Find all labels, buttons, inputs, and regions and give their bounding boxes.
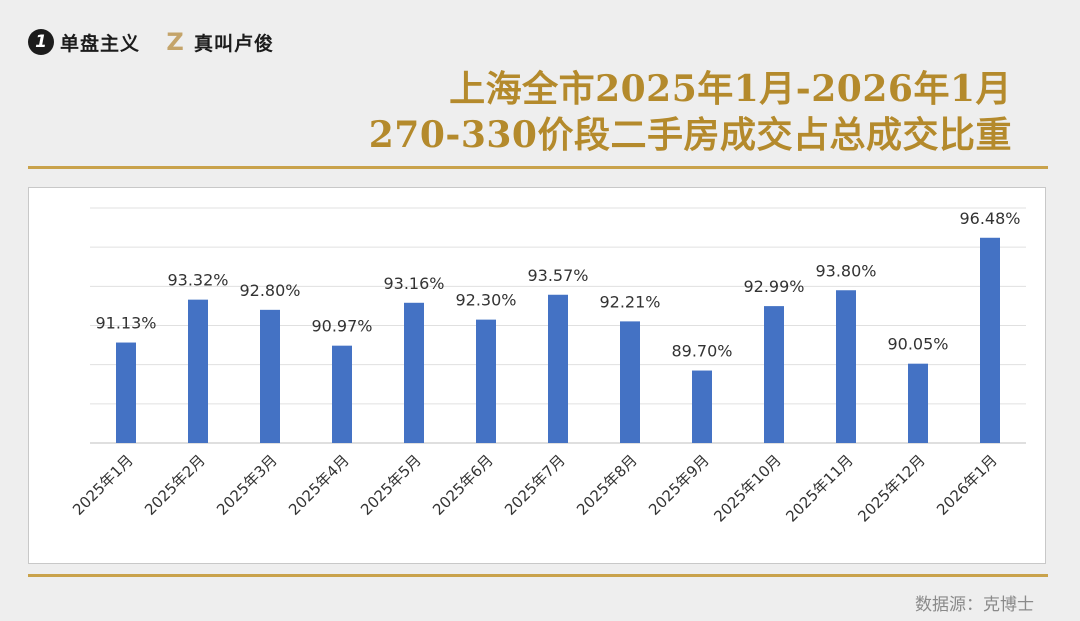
- data-label: 91.13%: [95, 314, 156, 333]
- x-tick-label: 2025年12月: [854, 451, 928, 525]
- data-label: 90.05%: [887, 335, 948, 354]
- chart-title-line-1: 上海全市2025年1月-2026年1月: [449, 68, 1012, 110]
- top-divider: [28, 166, 1048, 169]
- chart-title-line-2: 270-330价段二手房成交占总成交比重: [368, 114, 1012, 156]
- bar: [836, 290, 856, 443]
- bar: [476, 319, 496, 443]
- x-tick-label: 2026年1月: [933, 451, 1001, 519]
- data-label: 90.97%: [311, 317, 372, 336]
- data-label: 92.99%: [743, 277, 804, 296]
- bar: [980, 237, 1000, 443]
- bar: [548, 294, 568, 443]
- bar: [260, 309, 280, 443]
- chart-container: 91.13% 2025年1月 93.32% 2025年2月 92.80% 2025年3月 9…: [28, 187, 1046, 564]
- data-label: 92.80%: [239, 281, 300, 300]
- data-label: 93.57%: [527, 266, 588, 285]
- chart-title: 上海全市2025年1月-2026年1月 270-330价段二手房成交占总成交比重: [369, 66, 1012, 158]
- data-label: 92.30%: [455, 291, 516, 310]
- bar: [620, 321, 640, 443]
- x-tick-label: 2025年6月: [429, 451, 497, 519]
- x-tick-label: 2025年11月: [782, 451, 856, 525]
- bar: [692, 370, 712, 443]
- x-tick-label: 2025年1月: [69, 451, 137, 519]
- number-one-logo-icon: 1: [28, 29, 54, 55]
- data-label: 93.16%: [383, 274, 444, 293]
- bar: [332, 345, 352, 443]
- brand-danpanzhuyi: 1 单盘主义: [28, 29, 140, 56]
- x-tick-label: 2025年9月: [645, 451, 713, 519]
- bar: [116, 342, 136, 443]
- x-tick-label: 2025年7月: [501, 451, 569, 519]
- x-tick-label: 2025年8月: [573, 451, 641, 519]
- bar: [908, 363, 928, 443]
- brand-zhenjiaolujun: Z 真叫卢俊: [162, 28, 275, 56]
- brand-name-2: 真叫卢俊: [194, 32, 275, 55]
- bottom-divider: [28, 574, 1048, 577]
- data-label: 93.32%: [167, 271, 228, 290]
- x-tick-label: 2025年3月: [213, 451, 281, 519]
- bar: [764, 306, 784, 443]
- data-label: 96.48%: [959, 209, 1020, 228]
- data-label: 92.21%: [599, 292, 660, 311]
- x-tick-label: 2025年4月: [285, 451, 353, 519]
- data-label: 89.70%: [671, 342, 732, 361]
- z-logo-icon: Z: [166, 28, 184, 56]
- brand-bar: 1 单盘主义 Z 真叫卢俊: [28, 26, 296, 58]
- x-tick-label: 2025年5月: [357, 451, 425, 519]
- x-tick-label: 2025年2月: [141, 451, 209, 519]
- bar: [188, 299, 208, 443]
- bar-chart: 91.13% 2025年1月 93.32% 2025年2月 92.80% 2025年3月 9…: [69, 207, 1026, 526]
- data-source-note: 数据源：克博士: [915, 595, 1034, 615]
- brand-name-1: 单盘主义: [60, 32, 141, 55]
- data-label: 93.80%: [815, 261, 876, 280]
- x-tick-label: 2025年10月: [710, 451, 784, 525]
- bar: [404, 302, 424, 443]
